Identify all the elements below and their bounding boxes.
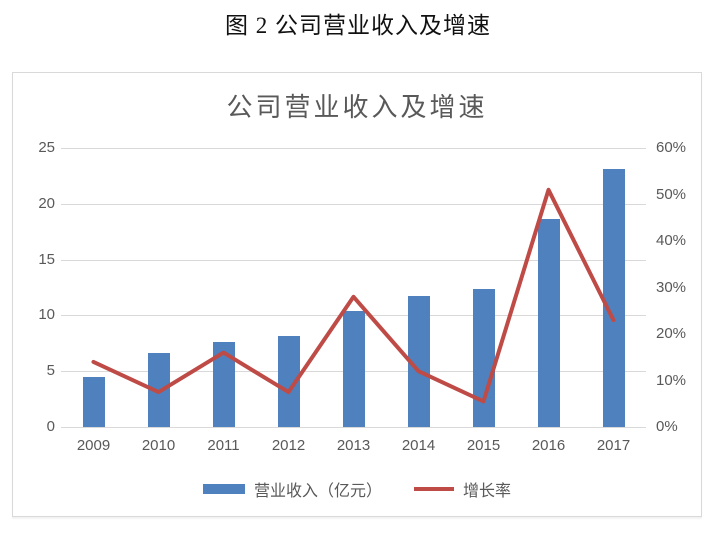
right-axis: 60% 50% 40% 30% 20% 10% 0% — [656, 140, 700, 435]
right-axis-tick: 60% — [656, 139, 687, 156]
plot-area — [61, 148, 646, 428]
bar-2017 — [602, 169, 625, 427]
figure-caption: 图 2 公司营业收入及增速 — [225, 13, 491, 38]
growth-line-series — [91, 187, 616, 404]
growth-line — [91, 187, 616, 404]
left-axis-tick: 20 — [38, 194, 55, 212]
left-axis-tick: 0 — [46, 418, 55, 435]
legend-label-growth: 增长率 — [463, 483, 512, 500]
bar-2012 — [277, 335, 300, 427]
gridline — [61, 427, 646, 428]
legend-label-revenue: 营业收入（亿元） — [253, 483, 382, 500]
x-label-2017: 2017 — [596, 437, 631, 454]
right-axis-tick: 10% — [656, 371, 687, 389]
bar-2009 — [82, 376, 105, 427]
revenue-bar-swatch-icon — [202, 484, 245, 494]
left-axis-tick: 10 — [38, 306, 55, 324]
legend-item-revenue: 营业收入（亿元） — [202, 477, 382, 501]
bar-2013 — [342, 310, 365, 427]
right-axis-tick: 30% — [656, 278, 687, 296]
bar-2014 — [407, 296, 430, 427]
left-axis-tick: 25 — [38, 139, 55, 156]
x-label-2013: 2013 — [336, 437, 371, 454]
x-label-2016: 2016 — [531, 437, 566, 454]
x-axis-labels: 2009 2010 2011 2012 2013 2014 2015 2016 2017 — [61, 437, 646, 454]
bar-2011 — [212, 342, 235, 427]
gridline — [61, 259, 646, 261]
x-label-2012: 2012 — [271, 437, 306, 454]
chart-title: 公司营业收入及增速 — [226, 93, 488, 122]
right-axis-tick: 40% — [656, 232, 687, 249]
left-axis-tick: 5 — [46, 362, 55, 380]
x-label-2011: 2011 — [207, 437, 240, 454]
bar-2015 — [472, 288, 495, 427]
x-label-2009: 2009 — [76, 437, 111, 454]
growth-line-swatch-icon — [414, 487, 454, 491]
right-axis-tick: 50% — [656, 185, 687, 203]
x-label-2015: 2015 — [466, 437, 501, 454]
x-label-2010: 2010 — [141, 437, 176, 454]
legend-item-growth: 增长率 — [414, 477, 511, 501]
left-axis: 25 20 15 10 5 0 — [23, 140, 55, 435]
left-axis-tick: 15 — [38, 250, 55, 268]
gridline — [61, 203, 646, 205]
chart-area: 公司营业收入及增速 25 20 15 10 5 0 60% 50% 40% 30% 20% 10% 0… — [12, 72, 702, 517]
right-axis-tick: 0% — [656, 418, 678, 435]
x-label-2014: 2014 — [401, 437, 436, 454]
gridline — [61, 148, 646, 149]
right-axis-tick: 20% — [656, 325, 687, 342]
legend: 营业收入（亿元） 增长率 — [13, 477, 701, 501]
bar-2016 — [537, 219, 560, 427]
